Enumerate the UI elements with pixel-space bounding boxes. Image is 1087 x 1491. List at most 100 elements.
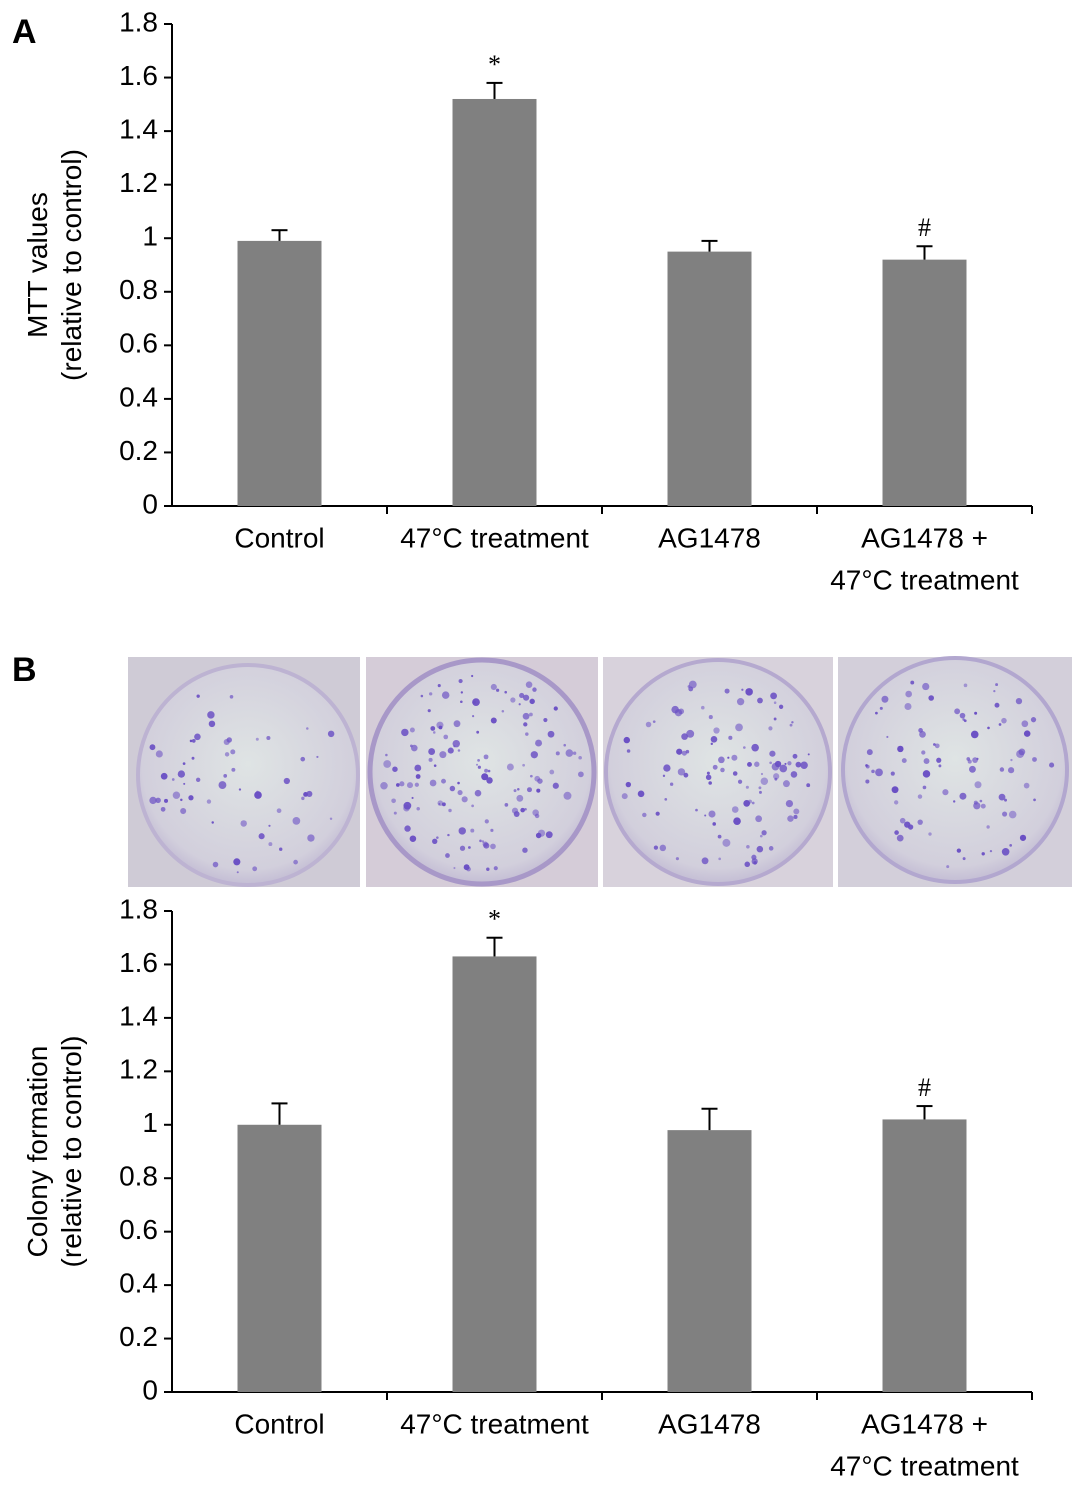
colony xyxy=(896,834,904,842)
colony xyxy=(962,718,965,721)
colony xyxy=(457,781,460,785)
colony xyxy=(236,871,239,874)
colony xyxy=(645,721,652,728)
colony xyxy=(704,814,707,817)
colony xyxy=(758,786,762,790)
bar xyxy=(237,240,322,506)
colony xyxy=(391,798,396,804)
colony xyxy=(923,758,930,765)
colony xyxy=(472,715,475,718)
colony xyxy=(891,786,899,794)
colony xyxy=(563,743,567,747)
colony xyxy=(578,755,582,760)
colony xyxy=(429,692,433,696)
colony xyxy=(922,785,927,790)
colony xyxy=(432,838,438,844)
colony xyxy=(969,765,976,773)
colony xyxy=(942,789,949,796)
colony xyxy=(194,733,201,741)
colony xyxy=(383,760,392,768)
colony xyxy=(755,815,763,823)
colony xyxy=(553,706,558,711)
colony xyxy=(678,708,685,715)
colony xyxy=(966,757,971,761)
x-tick-label: Control xyxy=(234,522,324,553)
colony xyxy=(532,809,539,816)
colony xyxy=(1010,758,1013,762)
colony xyxy=(687,685,691,688)
colony xyxy=(938,764,942,768)
colony xyxy=(865,779,870,784)
colony xyxy=(327,730,335,738)
colony xyxy=(760,772,764,776)
colony xyxy=(195,777,201,782)
colony xyxy=(1021,720,1029,728)
x-tick-label: AG1478 + xyxy=(861,1408,988,1439)
colony xyxy=(504,690,507,694)
y-tick-label: 0.4 xyxy=(119,381,158,412)
colony xyxy=(380,781,388,790)
colony xyxy=(392,766,398,772)
colony xyxy=(510,697,516,703)
colony xyxy=(890,771,895,776)
colony xyxy=(720,767,725,773)
y-tick-label: 0.2 xyxy=(119,1321,158,1352)
x-tick-label: AG1478 xyxy=(658,522,761,553)
colony xyxy=(160,806,166,812)
colony xyxy=(954,708,961,715)
colony xyxy=(995,683,999,687)
y-axis-label-line: Colony formation xyxy=(22,1046,53,1258)
colony xyxy=(1001,717,1007,724)
x-tick-label: AG1478 xyxy=(658,1408,761,1439)
colony xyxy=(921,750,926,755)
colony xyxy=(745,785,749,789)
colony xyxy=(433,764,437,767)
colony xyxy=(477,759,480,762)
colony xyxy=(443,734,449,740)
colony xyxy=(735,723,743,732)
colonies xyxy=(149,674,1055,874)
colony xyxy=(254,791,262,799)
colony xyxy=(875,711,878,715)
colony xyxy=(490,828,494,832)
colony xyxy=(718,857,722,861)
colony xyxy=(191,756,195,760)
colony xyxy=(474,789,482,797)
colony xyxy=(756,845,764,853)
colony xyxy=(677,768,686,776)
colony xyxy=(496,688,500,692)
colony xyxy=(164,798,169,803)
colony xyxy=(743,800,751,807)
colony xyxy=(922,770,931,778)
colony xyxy=(724,688,730,694)
colony xyxy=(773,701,777,704)
colony xyxy=(258,833,265,840)
colony xyxy=(733,817,741,825)
plate xyxy=(841,656,1069,884)
colony xyxy=(537,778,543,784)
colony xyxy=(770,692,778,700)
colony xyxy=(441,691,450,699)
colony xyxy=(625,781,632,788)
colony xyxy=(196,694,200,698)
colony xyxy=(778,704,784,709)
colony xyxy=(806,783,811,788)
colony xyxy=(433,731,436,734)
colony xyxy=(936,757,942,763)
colony xyxy=(457,790,463,796)
colony xyxy=(155,750,163,758)
colony xyxy=(771,762,780,771)
colony xyxy=(506,763,514,771)
bar xyxy=(882,1119,967,1392)
colony xyxy=(439,751,447,759)
colony xyxy=(1030,717,1037,723)
bar xyxy=(667,251,752,506)
colony xyxy=(1002,811,1008,817)
colony xyxy=(1007,767,1015,774)
colony xyxy=(785,799,794,808)
bar xyxy=(882,259,967,506)
colony xyxy=(981,852,985,856)
colony xyxy=(233,858,241,866)
y-tick-label: 0.4 xyxy=(119,1268,158,1299)
colony xyxy=(1004,798,1007,802)
